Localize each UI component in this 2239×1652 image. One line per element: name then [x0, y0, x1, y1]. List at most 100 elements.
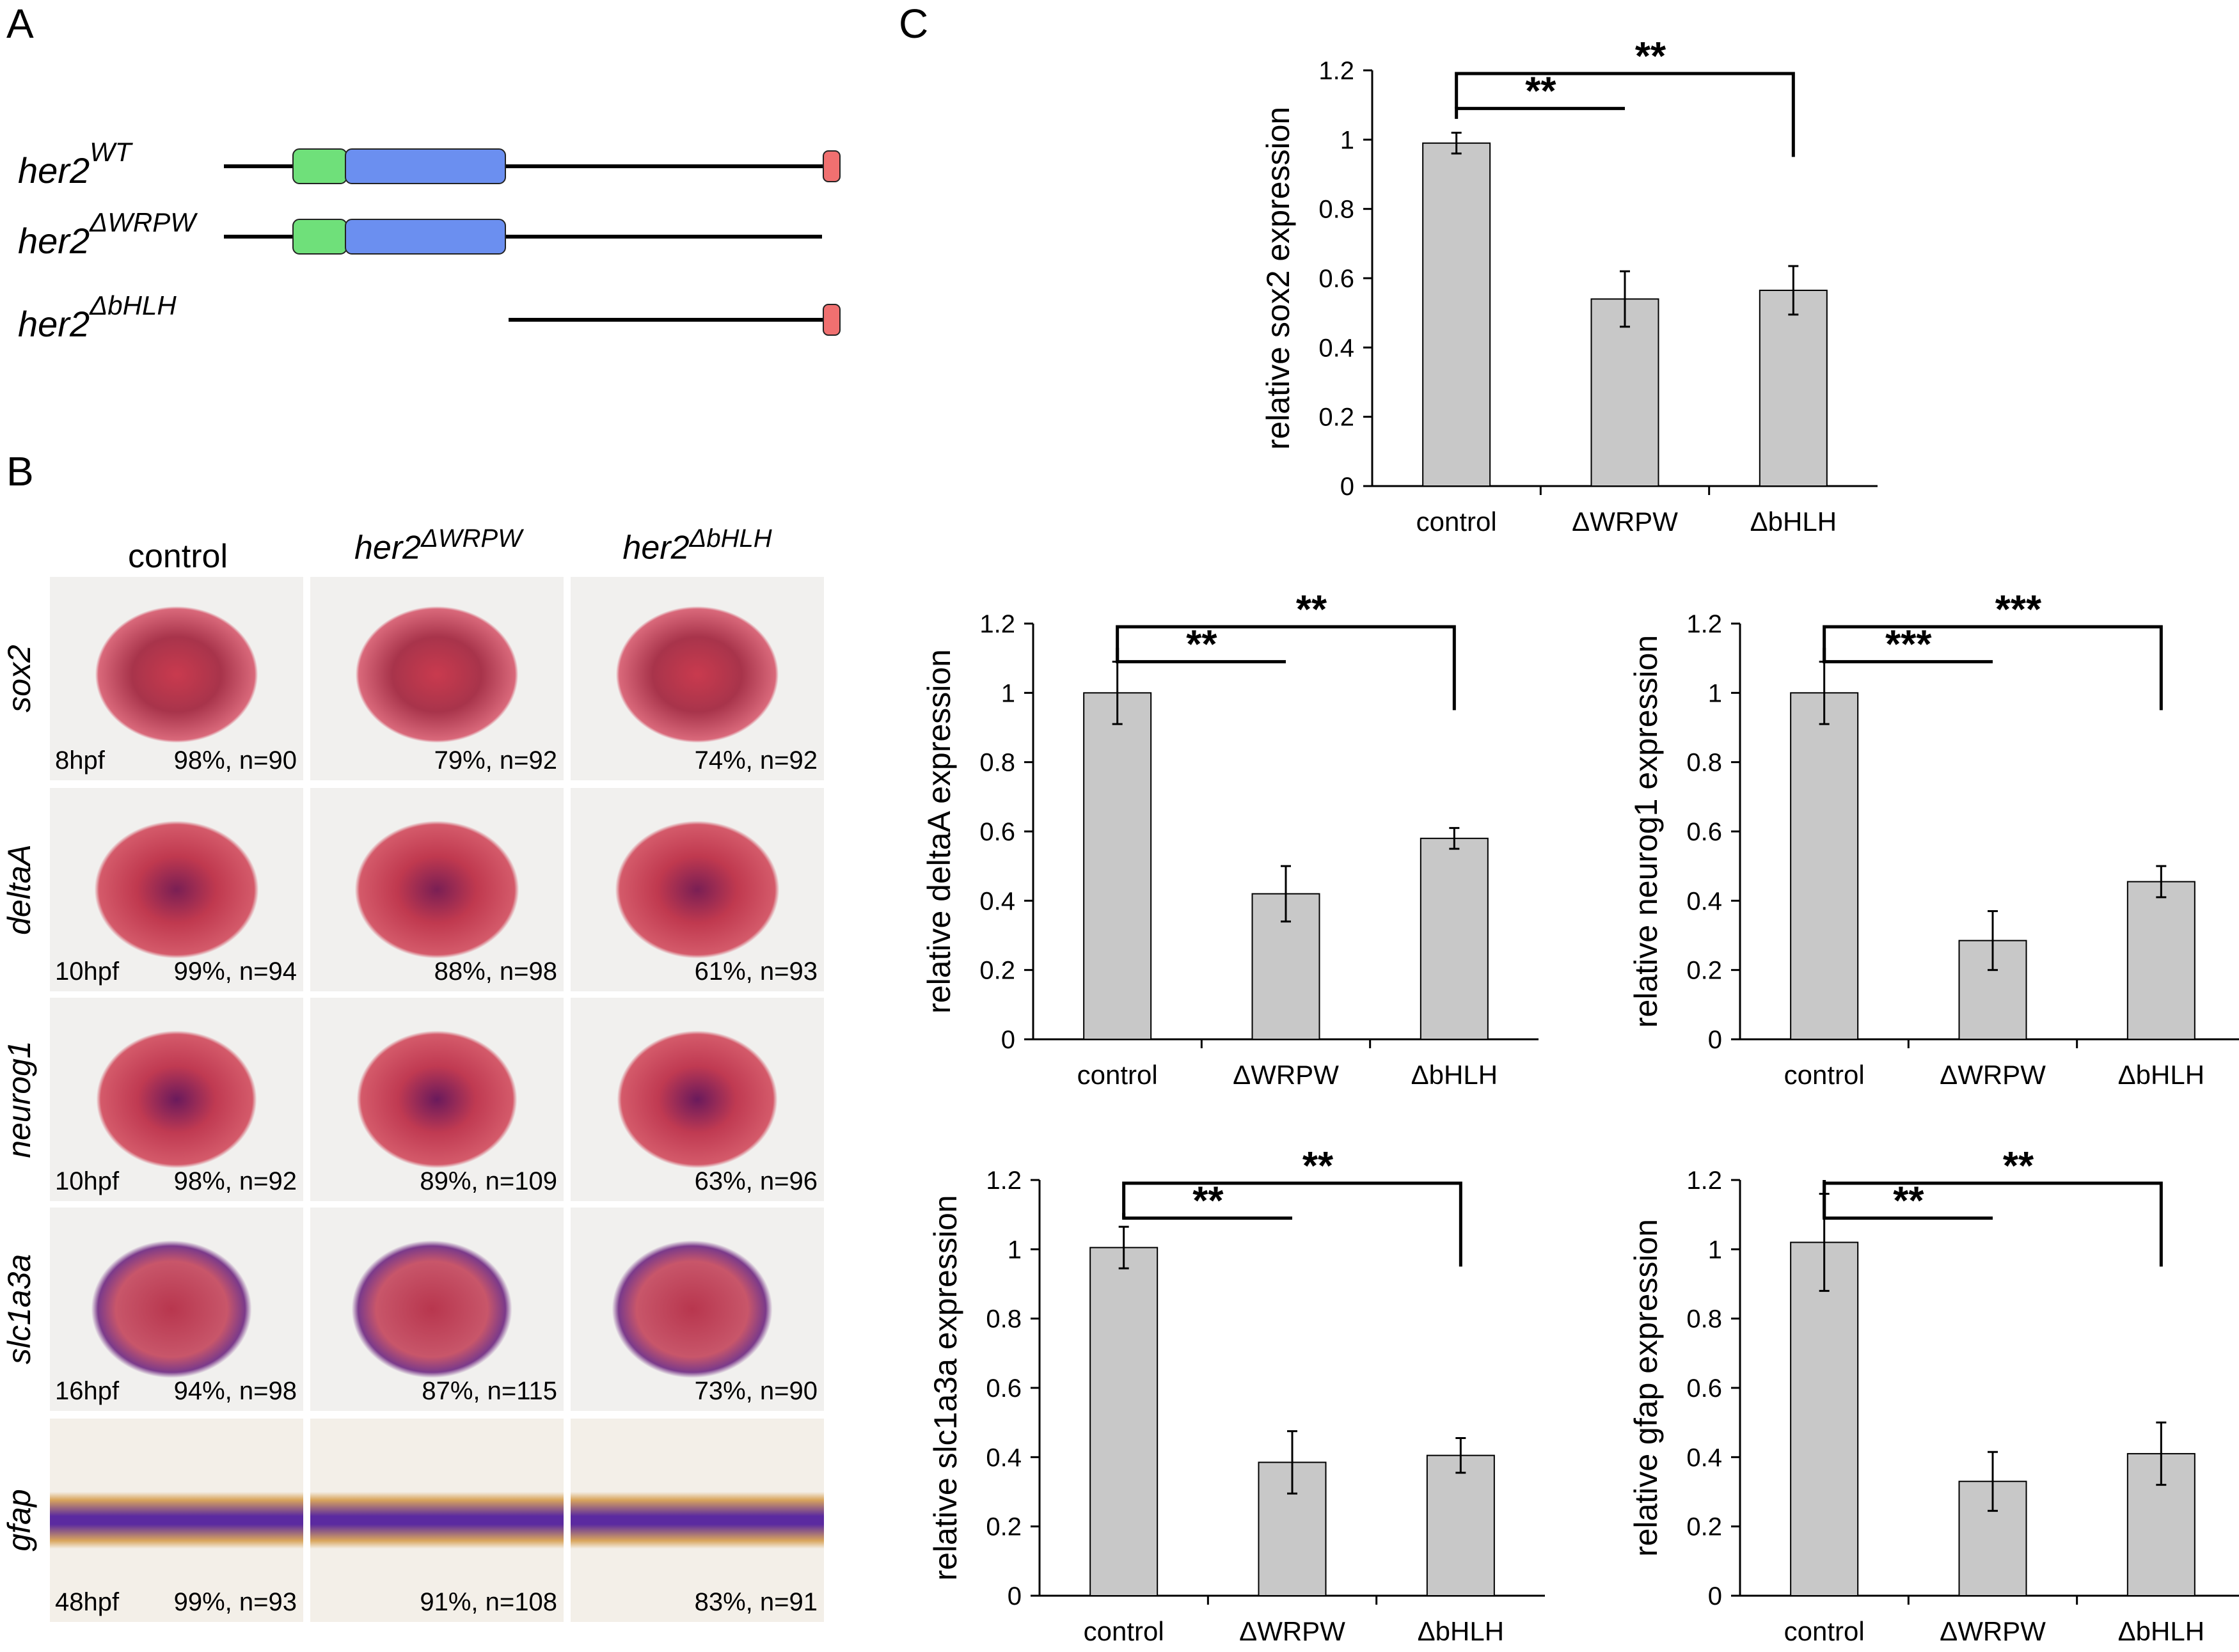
x-tick-label: ΔWRPW: [1572, 507, 1678, 537]
y-axis-label: relative deltaA expression: [921, 649, 957, 1014]
y-tick-label: 1: [1708, 1236, 1722, 1264]
y-tick-label: 0.8: [1686, 1305, 1722, 1333]
y-tick-label: 0.4: [979, 887, 1015, 915]
embryo-image-cell: 10hpf 99%, n=94: [50, 788, 303, 991]
y-axis-label: relative gfap expression: [1628, 1219, 1664, 1557]
y-tick-label: 0.4: [986, 1444, 1022, 1472]
bar: [1420, 837, 1489, 1041]
construct-label: her2ΔbHLH: [18, 290, 177, 344]
construct-base: her2: [18, 150, 90, 191]
y-tick-label: 1.2: [1686, 1167, 1722, 1195]
bar: [1089, 1247, 1159, 1596]
b-column-base: her2: [622, 529, 690, 567]
y-tick-label: 0.8: [986, 1305, 1022, 1333]
x-tick-label: ΔbHLH: [1750, 507, 1837, 537]
y-axis-label: relative neurog1 expression: [1628, 635, 1664, 1028]
embryo-image-cell: 8hpf 98%, n=90: [50, 577, 303, 780]
significance-label: **: [1893, 1179, 1924, 1223]
b-column-header-dbhlh: her2ΔbHLH: [569, 524, 825, 567]
chart-2: 0 0.2 0.4 0.6 0.8 1 1.2 relative neurog1 expres…: [1628, 588, 2239, 1090]
b-column-sup: ΔWRPW: [421, 524, 522, 553]
percentage-label: 89%, n=109: [420, 1167, 557, 1195]
y-tick-label: 0.4: [1686, 1444, 1722, 1472]
panel-label-a: A: [6, 1, 34, 47]
panel-label-b: B: [6, 448, 34, 494]
percentage-label: 63%, n=96: [694, 1167, 818, 1195]
y-tick-label: 1.2: [979, 610, 1015, 638]
significance-label: ***: [1885, 623, 1932, 667]
y-tick-label: 0.8: [979, 749, 1015, 777]
y-tick-label: 0.6: [1318, 265, 1354, 293]
significance-bracket: [1122, 1181, 1462, 1267]
y-tick-label: 1.2: [986, 1167, 1022, 1195]
embryo-image-cell: 79%, n=92: [310, 577, 564, 780]
wrpw-domain-red: [823, 150, 841, 182]
y-tick-label: 0: [1708, 1582, 1722, 1610]
bar: [1790, 692, 1859, 1041]
wrpw-domain-red: [823, 304, 841, 336]
bar: [1759, 289, 1828, 487]
significance-label: **: [1635, 35, 1666, 79]
b-column-base: control: [127, 538, 228, 575]
percentage-label: 94%, n=98: [173, 1377, 297, 1405]
bhlh-domain-blue: [345, 148, 506, 184]
x-tick-label: ΔWRPW: [1239, 1616, 1345, 1646]
bar: [1790, 1241, 1859, 1596]
x-tick-label: ΔbHLH: [2118, 1616, 2204, 1646]
significance-label: **: [1186, 623, 1217, 667]
y-tick-label: 1: [1340, 126, 1354, 154]
embryo-image-cell: 91%, n=108: [310, 1419, 564, 1622]
construct-sup: WT: [90, 137, 134, 167]
bar: [1083, 692, 1152, 1041]
x-tick-label: control: [1784, 1060, 1865, 1090]
y-tick-label: 0.2: [979, 957, 1015, 985]
construct-sup: ΔbHLH: [89, 290, 177, 320]
embryo-image-cell: 89%, n=109: [310, 998, 564, 1201]
significance-bracket: [1823, 625, 2163, 711]
embryo-image-cell: 88%, n=98: [310, 788, 564, 991]
chart-0: 0 0.2 0.4 0.6 0.8 1 1.2 relative sox2 expressio…: [1260, 35, 1878, 537]
stage-label: 10hpf: [55, 957, 120, 986]
b-column-header-control: control: [50, 537, 306, 576]
y-tick-label: 1: [1708, 679, 1722, 707]
percentage-label: 83%, n=91: [694, 1588, 818, 1616]
bhlh-domain-blue: [345, 219, 506, 255]
embryo-image-cell: 83%, n=91: [571, 1419, 824, 1622]
significance-label: ***: [1995, 588, 2042, 632]
y-tick-label: 0.4: [1686, 887, 1722, 915]
x-tick-label: control: [1784, 1616, 1865, 1646]
chart-1: 0 0.2 0.4 0.6 0.8 1 1.2 relative deltaA express…: [921, 588, 1539, 1090]
significance-label: **: [1302, 1144, 1334, 1188]
significance-label: **: [2003, 1144, 2034, 1188]
bar: [2126, 881, 2195, 1040]
y-tick-label: 0.8: [1686, 749, 1722, 777]
x-tick-label: ΔbHLH: [1418, 1616, 1504, 1646]
bar: [1590, 298, 1659, 487]
embryo-image-cell: 74%, n=92: [571, 577, 824, 780]
x-tick-label: ΔbHLH: [2118, 1060, 2204, 1090]
x-tick-label: control: [1084, 1616, 1164, 1646]
y-axis-label: relative sox2 expression: [1260, 107, 1296, 450]
x-tick-label: ΔWRPW: [1940, 1060, 2046, 1090]
percentage-label: 99%, n=94: [173, 957, 297, 986]
b-column-header-dwrpw: her2ΔWRPW: [310, 524, 566, 567]
y-tick-label: 0: [1001, 1026, 1015, 1054]
y-tick-label: 0.6: [979, 818, 1015, 846]
embryo-image-cell: 63%, n=96: [571, 998, 824, 1201]
construct-base: her2: [18, 304, 90, 344]
y-tick-label: 0: [1708, 1026, 1722, 1054]
significance-bracket: [1823, 1181, 2163, 1267]
percentage-label: 98%, n=92: [173, 1167, 297, 1195]
y-tick-label: 0: [1008, 1582, 1022, 1610]
y-tick-label: 0.2: [1318, 404, 1354, 432]
x-tick-label: control: [1077, 1060, 1158, 1090]
x-tick-label: ΔWRPW: [1940, 1616, 2046, 1646]
percentage-label: 91%, n=108: [420, 1588, 557, 1616]
percentage-label: 87%, n=115: [422, 1377, 557, 1405]
percentage-label: 99%, n=93: [173, 1588, 297, 1616]
y-tick-label: 1: [1001, 679, 1015, 707]
b-column-sup: ΔbHLH: [689, 524, 772, 553]
stage-label: 48hpf: [55, 1588, 120, 1616]
